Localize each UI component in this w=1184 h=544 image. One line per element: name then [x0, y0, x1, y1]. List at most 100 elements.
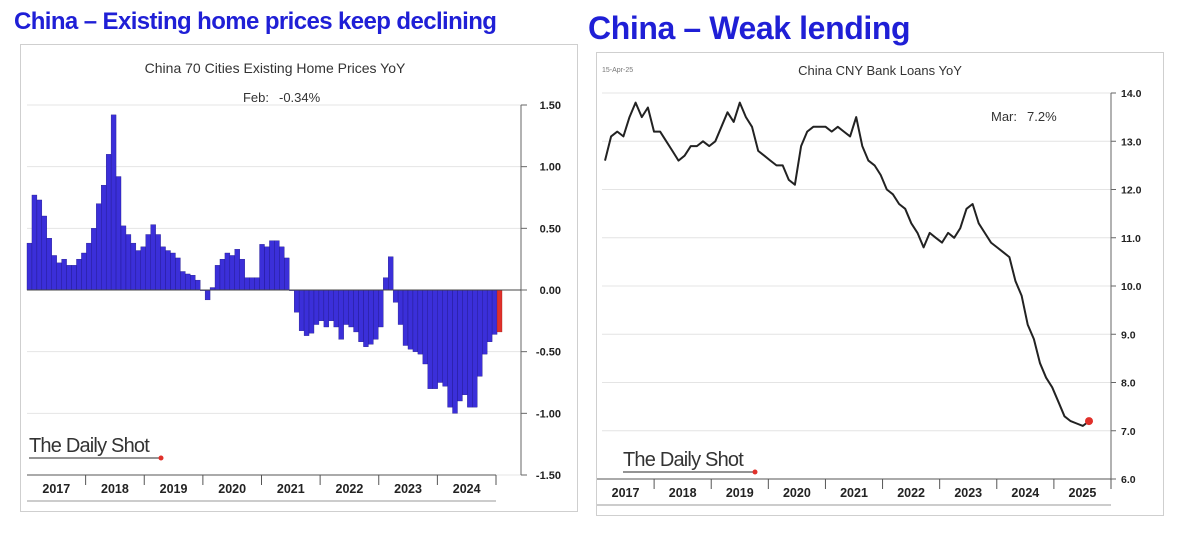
bar: [462, 289, 468, 396]
left-year-label: 2019: [160, 482, 188, 496]
bar: [36, 199, 43, 291]
bar: [392, 289, 399, 303]
bar: [180, 271, 186, 291]
right-year-label: 2019: [726, 486, 754, 500]
right-year-label: 2022: [897, 486, 925, 500]
y-tick-label: -1.50: [536, 470, 561, 482]
series-line: [604, 101, 1090, 427]
date-stamp: 15-Apr-25: [602, 67, 633, 74]
left-year-label: 2020: [218, 482, 246, 496]
bar: [150, 224, 156, 291]
right-year-label: 2023: [954, 486, 982, 500]
right-year-label: 2024: [1011, 486, 1039, 500]
home-prices-chart-panel: China 70 Cities Existing Home Prices YoY…: [20, 44, 578, 512]
chart-title: China 70 Cities Existing Home Prices YoY: [145, 60, 406, 76]
bar: [437, 289, 443, 383]
bar: [373, 289, 379, 340]
annotation-label: Feb:: [243, 90, 269, 105]
bar: [229, 255, 235, 291]
y-tick-label: -1.00: [536, 408, 561, 420]
y-tick-label: 1.50: [540, 100, 561, 112]
bank-loans-chart-panel: China CNY Bank Loans YoY 15-Apr-25 Mar: 7.2…: [596, 52, 1164, 516]
bar: [115, 176, 122, 291]
bar: [274, 240, 280, 291]
bar: [140, 246, 146, 291]
bar: [358, 289, 364, 342]
bar: [61, 258, 67, 291]
bar: [175, 257, 181, 291]
bar: [125, 234, 132, 291]
bar: [412, 289, 419, 352]
bar: [343, 289, 349, 325]
bar: [135, 250, 141, 291]
watermark-dot: [752, 469, 758, 475]
bar: [422, 289, 428, 365]
y-tick-label: 7.0: [1121, 426, 1136, 438]
bar: [204, 289, 211, 301]
y-tick-label: 0.50: [540, 223, 561, 235]
bar: [303, 289, 310, 336]
bar: [486, 289, 493, 342]
bar: [264, 246, 270, 291]
watermark-dot: [158, 455, 164, 461]
bar: [338, 289, 344, 340]
bar: [467, 289, 473, 408]
bar: [298, 289, 305, 331]
watermark: The Daily Shot: [623, 449, 744, 471]
bar: [313, 289, 320, 325]
left-year-label: 2017: [42, 482, 70, 496]
bar: [96, 203, 102, 291]
bar: [214, 265, 221, 291]
bar: [496, 289, 503, 333]
bar: [185, 273, 191, 291]
bar: [224, 252, 231, 291]
bar: [41, 215, 47, 291]
bar: [457, 289, 463, 402]
bar: [244, 277, 250, 291]
bar: [46, 238, 52, 291]
bar: [333, 289, 339, 328]
y-tick-label: 12.0: [1121, 185, 1142, 197]
y-tick-label: 14.0: [1121, 88, 1142, 100]
y-tick-label: 13.0: [1121, 136, 1142, 148]
bar: [472, 289, 478, 408]
bar: [368, 289, 374, 345]
bar: [427, 289, 433, 389]
left-year-label: 2021: [277, 482, 305, 496]
bar: [402, 289, 409, 346]
right-year-label: 2020: [783, 486, 811, 500]
bar: [71, 265, 77, 291]
bar: [249, 277, 255, 291]
annotation-label: Mar:: [991, 109, 1017, 124]
bar: [195, 279, 201, 291]
bar: [155, 234, 161, 291]
bar: [294, 289, 300, 313]
chart-title: China CNY Bank Loans YoY: [798, 63, 962, 78]
bar: [378, 289, 384, 328]
bar: [407, 289, 414, 350]
bar: [145, 234, 151, 291]
annotation-value: 7.2%: [1027, 109, 1057, 124]
watermark: The Daily Shot: [29, 435, 150, 457]
bar: [26, 242, 33, 291]
right-year-label: 2025: [1069, 486, 1097, 500]
bar: [91, 228, 97, 291]
y-tick-label: 10.0: [1121, 281, 1142, 293]
left-year-label: 2018: [101, 482, 129, 496]
bar: [417, 289, 424, 355]
bar: [51, 255, 57, 291]
y-tick-label: 1.00: [540, 162, 561, 174]
bar: [308, 289, 315, 334]
bar: [105, 154, 112, 291]
left-year-label: 2022: [336, 482, 364, 496]
bar: [328, 289, 334, 322]
bar: [363, 289, 369, 347]
bar: [130, 242, 137, 291]
bar: [477, 289, 483, 377]
bar: [160, 246, 166, 291]
bar: [383, 277, 389, 291]
bar: [86, 242, 92, 291]
bar: [491, 289, 498, 335]
bar: [239, 258, 245, 291]
bar: [170, 252, 176, 291]
